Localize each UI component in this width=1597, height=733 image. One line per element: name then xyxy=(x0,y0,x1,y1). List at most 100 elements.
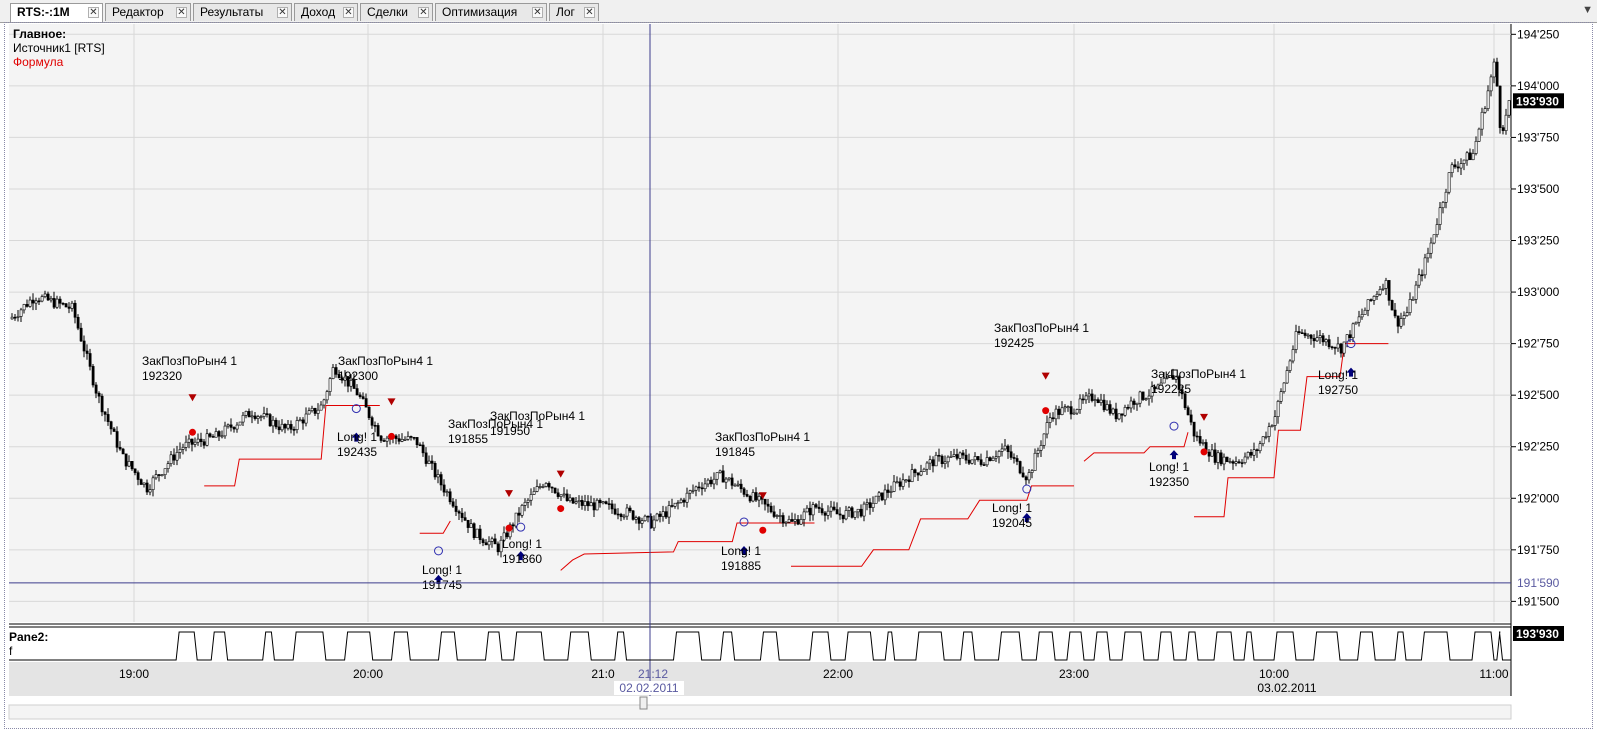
candle-body xyxy=(1348,334,1352,339)
candle-body xyxy=(379,435,383,441)
tab-results[interactable]: Результаты ✕ xyxy=(193,3,292,21)
candle-body xyxy=(517,512,521,516)
candle-body xyxy=(199,438,203,443)
candle-body xyxy=(418,444,422,447)
candle-body xyxy=(1048,417,1052,423)
candle-body xyxy=(235,424,239,430)
y-tick-label: 194'250 xyxy=(1517,27,1560,41)
candle-body xyxy=(634,517,638,520)
pane2-series: f xyxy=(9,644,13,658)
signal-price: 192320 xyxy=(142,369,182,383)
candle-body xyxy=(1438,207,1442,225)
tab-log[interactable]: Лог ✕ xyxy=(549,3,599,21)
candle-body xyxy=(1141,391,1145,400)
candle-body xyxy=(754,492,758,501)
close-icon[interactable]: ✕ xyxy=(532,7,543,18)
candle-body xyxy=(400,439,404,442)
candle-body xyxy=(694,486,698,491)
cursor-price-box xyxy=(1512,575,1564,590)
candle-body xyxy=(124,453,128,467)
candle-body xyxy=(1180,389,1184,395)
current-price-box xyxy=(1513,93,1564,109)
tab-rts[interactable]: RTS:-:1M ✕ xyxy=(10,3,103,22)
x-tick-label: 21:0 xyxy=(591,667,615,681)
candle-body xyxy=(1408,299,1412,313)
candle-body xyxy=(925,462,929,470)
candle-body xyxy=(688,490,692,494)
candle-body xyxy=(187,438,191,443)
candle-body xyxy=(919,471,923,476)
candle-body xyxy=(157,474,161,476)
candle-body xyxy=(1009,451,1013,458)
candle-body xyxy=(1012,457,1016,459)
close-icon[interactable]: ✕ xyxy=(277,7,288,18)
candle-body xyxy=(301,419,305,424)
candle-body xyxy=(721,470,725,483)
close-icon[interactable]: ✕ xyxy=(176,7,187,18)
candle-body xyxy=(1057,408,1061,415)
tab-editor[interactable]: Редактор ✕ xyxy=(105,3,191,21)
candle-body xyxy=(1069,406,1073,415)
buy-arrow-icon xyxy=(1022,512,1032,522)
tab-optimization[interactable]: Оптимизация ✕ xyxy=(435,3,547,21)
candle-body xyxy=(46,293,50,301)
signal-label: ЗакПозПоРын4 1 xyxy=(490,409,585,423)
candle-body xyxy=(1132,400,1136,405)
candle-body xyxy=(853,511,857,518)
candle-body xyxy=(358,394,362,397)
candle-body xyxy=(892,481,896,492)
candle-body xyxy=(1075,409,1079,414)
candle-body xyxy=(160,474,164,477)
horizontal-scrollbar[interactable] xyxy=(8,704,1512,720)
candle-body xyxy=(253,415,257,419)
candle-body xyxy=(307,410,311,415)
candle-body xyxy=(409,436,413,438)
candle-body xyxy=(751,492,755,502)
candle-body xyxy=(352,379,356,389)
candle-body xyxy=(91,366,95,386)
candle-body xyxy=(445,491,449,494)
close-icon[interactable]: ✕ xyxy=(418,7,429,18)
candle-body xyxy=(670,505,674,507)
candle-body xyxy=(1324,339,1328,343)
candle-body xyxy=(319,404,323,411)
candle-body xyxy=(1087,393,1091,397)
candle-body xyxy=(1435,224,1439,235)
candle-body xyxy=(64,303,68,308)
candle-body xyxy=(1030,470,1034,473)
close-icon[interactable]: ✕ xyxy=(584,7,595,18)
tab-income[interactable]: Доход ✕ xyxy=(294,3,358,21)
candle-body xyxy=(739,483,743,490)
scroll-thumb[interactable] xyxy=(639,696,648,710)
candle-body xyxy=(481,539,485,544)
candle-body xyxy=(1333,347,1337,349)
tab-menu-icon[interactable]: ▼ xyxy=(1582,4,1593,16)
candle-body xyxy=(1255,449,1259,452)
candle-body xyxy=(109,421,113,430)
candle-body xyxy=(130,461,134,470)
candle-body xyxy=(277,426,281,431)
candle-body xyxy=(247,411,251,418)
tab-deals[interactable]: Сделки ✕ xyxy=(360,3,433,21)
candle-body xyxy=(394,435,398,439)
exit-dot xyxy=(759,526,767,534)
close-icon[interactable]: ✕ xyxy=(88,7,99,18)
candle-body xyxy=(787,519,791,523)
candle-body xyxy=(541,486,545,488)
candle-body xyxy=(556,492,560,497)
candle-body xyxy=(1489,76,1493,92)
candle-body xyxy=(1507,100,1511,116)
close-icon[interactable]: ✕ xyxy=(343,7,354,18)
candle-body xyxy=(295,420,299,430)
candle-body xyxy=(898,481,902,487)
candle-body xyxy=(1249,452,1253,456)
candle-body xyxy=(289,424,293,430)
y-tick-label: 192'500 xyxy=(1517,388,1560,402)
candle-body xyxy=(832,506,836,510)
entry-circle xyxy=(516,522,526,532)
candle-body xyxy=(1405,312,1409,316)
signal-label: Long! 1 xyxy=(1318,368,1358,382)
candle-body xyxy=(1159,382,1163,386)
candle-body xyxy=(1303,332,1307,336)
